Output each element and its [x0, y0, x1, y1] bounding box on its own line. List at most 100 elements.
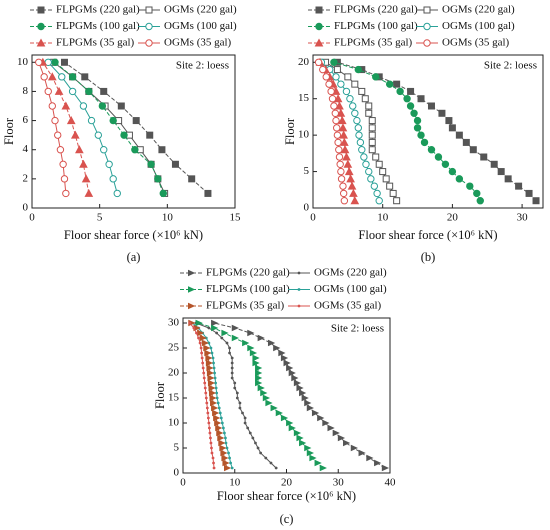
- marker: [203, 386, 207, 390]
- marker: [230, 466, 234, 470]
- marker: [462, 138, 470, 146]
- legend-label: FLPGMs (35 gal): [56, 37, 135, 49]
- marker: [379, 168, 387, 176]
- marker: [342, 152, 351, 161]
- marker: [205, 359, 214, 367]
- annotation: Site 2: loess: [331, 323, 384, 335]
- legend-label: OGMs (100 gal): [442, 20, 515, 32]
- marker: [304, 444, 312, 452]
- y-axis-label: Floor: [283, 117, 297, 145]
- marker: [100, 146, 108, 154]
- marker: [393, 197, 401, 205]
- marker: [195, 331, 198, 335]
- marker: [85, 87, 93, 96]
- marker: [205, 354, 213, 362]
- marker: [54, 86, 64, 95]
- marker: [211, 324, 219, 332]
- marker: [113, 189, 121, 198]
- x-tick-label: 10: [377, 212, 389, 224]
- marker: [309, 454, 317, 462]
- marker: [254, 441, 257, 445]
- marker: [350, 444, 358, 452]
- legend-label: FLPGMs (100 gal): [334, 20, 418, 32]
- marker: [208, 384, 216, 392]
- marker: [206, 411, 210, 415]
- marker: [370, 182, 379, 190]
- marker: [204, 391, 208, 395]
- marker: [448, 124, 456, 132]
- marker: [354, 65, 363, 74]
- marker: [212, 461, 215, 465]
- marker: [504, 175, 512, 183]
- marker: [389, 189, 397, 197]
- marker: [314, 459, 322, 467]
- marker: [269, 461, 273, 465]
- marker: [36, 38, 46, 47]
- marker: [283, 359, 291, 367]
- marker: [343, 439, 351, 447]
- marker: [75, 145, 84, 154]
- marker: [198, 341, 202, 345]
- marker: [373, 189, 381, 198]
- legend-label: OGMs (35 gal): [314, 300, 382, 312]
- marker: [201, 361, 205, 365]
- marker: [333, 131, 342, 139]
- marker: [233, 381, 237, 385]
- marker: [322, 419, 330, 427]
- marker: [210, 399, 218, 407]
- y-tick-label: 8: [23, 85, 29, 97]
- marker: [212, 466, 216, 470]
- marker: [203, 344, 211, 352]
- marker: [301, 394, 309, 402]
- marker: [206, 416, 210, 420]
- marker: [220, 421, 224, 425]
- marker: [337, 434, 346, 442]
- marker: [315, 6, 323, 14]
- marker: [100, 87, 108, 95]
- marker: [274, 466, 278, 470]
- marker: [94, 131, 103, 139]
- marker: [207, 426, 211, 430]
- marker: [117, 102, 125, 110]
- marker: [355, 131, 363, 139]
- marker: [210, 451, 214, 455]
- marker: [358, 87, 366, 95]
- marker: [109, 116, 117, 125]
- marker: [381, 464, 390, 472]
- marker: [204, 349, 212, 357]
- marker: [214, 419, 222, 427]
- marker: [340, 137, 349, 146]
- y-tick-label: 10: [168, 417, 180, 429]
- marker: [208, 431, 212, 435]
- marker: [335, 153, 344, 161]
- marker: [220, 336, 224, 340]
- y-tick-label: 0: [304, 202, 310, 214]
- marker: [286, 419, 294, 427]
- marker: [219, 416, 223, 420]
- marker: [223, 431, 226, 435]
- marker: [209, 394, 217, 402]
- x-tick-label: 0: [180, 477, 186, 489]
- marker: [406, 102, 415, 110]
- marker: [98, 102, 107, 110]
- y-tick-label: 10: [17, 56, 29, 68]
- marker: [235, 391, 239, 395]
- marker: [423, 39, 431, 47]
- marker: [466, 182, 474, 190]
- marker: [337, 80, 345, 88]
- marker: [438, 109, 446, 117]
- marker: [417, 131, 425, 139]
- marker: [360, 153, 368, 161]
- marker: [448, 167, 457, 176]
- marker: [280, 354, 289, 362]
- legend-label: FLPGMs (35 gal): [334, 37, 413, 49]
- marker: [296, 434, 304, 442]
- marker: [332, 116, 340, 125]
- marker: [255, 374, 263, 382]
- marker: [257, 334, 265, 342]
- marker: [146, 131, 154, 139]
- marker: [336, 108, 346, 117]
- annotation: Site 2: loess: [176, 60, 229, 72]
- marker: [306, 449, 314, 457]
